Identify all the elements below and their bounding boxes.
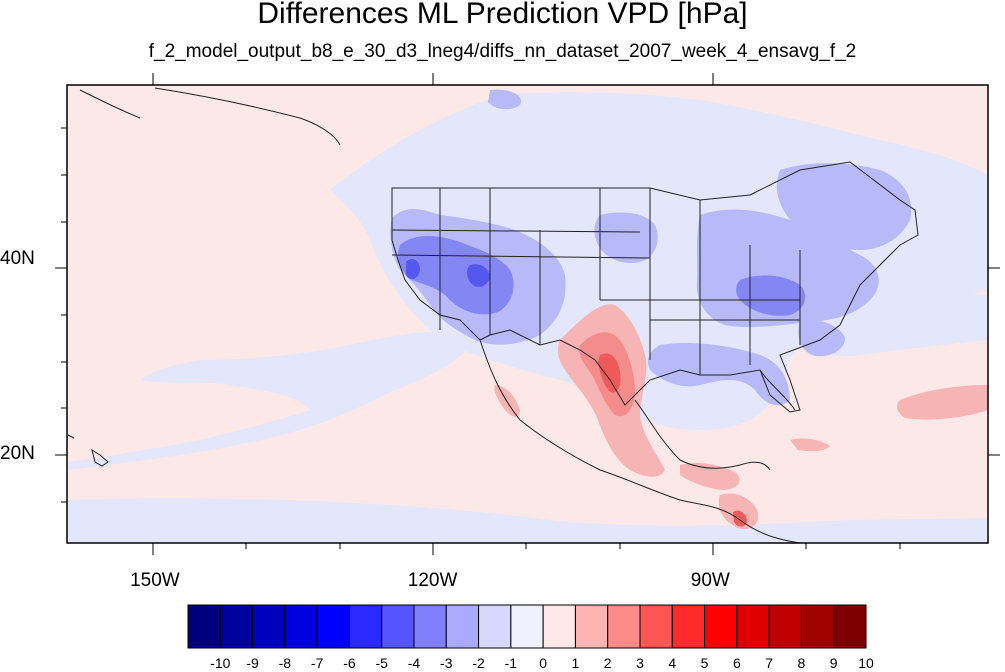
latitude-label: 20N [0,443,35,465]
field-region-pacific-light-blue [67,330,470,470]
colorbar-swatch [833,604,867,649]
colorbar-tick-label: -10 [210,655,231,671]
field-patch-caribbean-light-red [897,385,988,420]
colorbar-swatch [252,604,286,649]
longitude-label: 150W [130,570,180,591]
colorbar-swatch [768,604,802,649]
colorbar-swatch [639,604,673,649]
map-subtitle: f_2_model_output_b8_e_30_d3_lneg4/diffs_… [148,41,857,62]
colorbar-tick-label: 4 [668,655,677,671]
field-patch-plains-mid-blue [594,212,658,264]
colorbar-swatch [316,604,350,649]
field-patch-central-america-light-red [680,462,740,490]
colorbar [187,604,867,649]
colorbar-tick-label: 0 [539,655,548,671]
colorbar-swatch [284,604,318,649]
colorbar-swatch [478,604,512,649]
colorbar-tick-label: 1 [571,655,580,671]
field-patch-california-deep-blue [406,259,420,280]
map-field [67,85,988,543]
map-frame [66,84,989,544]
field-patch-north-mid-blue [488,89,521,110]
colorbar-swatch [736,604,770,649]
longitude-label: 90W [690,570,730,591]
field-patch-gulf-mid-blue [798,319,845,357]
colorbar-tick-label: 3 [636,655,644,671]
colorbar-tick-label: -8 [278,655,292,671]
colorbar-tick-label: -9 [246,655,259,671]
colorbar-swatch [445,604,480,649]
axis-ticks [55,73,1000,555]
map-title: Differences ML Prediction VPD [hPa] [257,0,748,30]
field-region-south-light-blue [67,498,988,543]
colorbar-tick-label: -3 [440,655,453,671]
colorbar-tick-label: 5 [700,655,709,671]
field-patch-midwest-strong-blue [736,275,806,316]
colorbar-swatch [574,604,609,649]
colorbar-swatch [800,604,835,649]
colorbar-tick-label: -6 [343,655,356,671]
colorbar-tick-label: -1 [504,655,518,671]
colorbar-swatch [219,604,254,649]
colorbar-swatch [381,604,415,649]
field-patch-texas-strong-red [598,353,621,393]
latitude-label: 40N [0,248,35,270]
colorbar-tick-label: 6 [732,655,741,671]
field-patch-caribbean-small-light-red [790,438,830,452]
colorbar-tick-label: 10 [858,655,874,671]
colorbar-tick-label: 8 [797,655,806,671]
colorbar-swatch [671,604,706,649]
colorbar-swatch [510,604,544,649]
colorbar-swatch [607,604,641,649]
coastlines [67,87,919,543]
colorbar-tick-label: -4 [407,655,421,671]
field-patch-nevada-deep-blue [467,264,490,287]
colorbar-swatch [348,604,383,649]
colorbar-tick-label: -7 [310,655,324,671]
colorbar-tick-label: 7 [765,655,774,671]
colorbar-tick-label: -2 [472,655,485,671]
field-patch-southeast-mid-blue [648,343,790,406]
colorbar-swatch [187,604,221,649]
colorbar-tick-label: 2 [603,655,612,671]
colorbar-swatch [413,604,447,649]
colorbar-swatch [542,604,576,649]
colorbar-tick-label: 9 [829,655,838,671]
field-patch-northeast-mid-blue [776,163,912,250]
colorbar-tick-label: -5 [375,655,388,671]
colorbar-swatch [704,604,738,649]
longitude-label: 120W [407,570,458,591]
